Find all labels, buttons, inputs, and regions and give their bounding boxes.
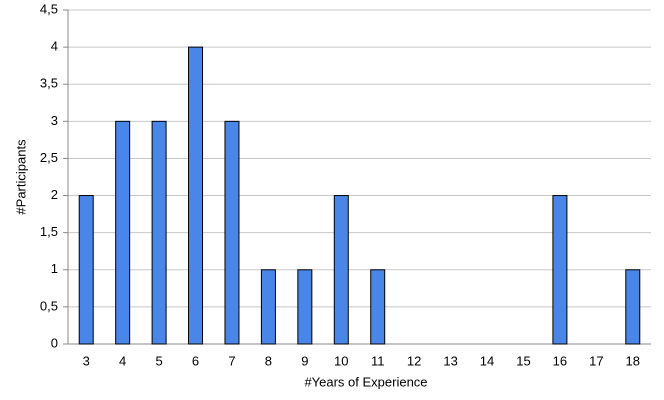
y-tick-label: 4,5 [40, 1, 58, 16]
y-axis-label: #Participants [13, 139, 28, 215]
x-tick-label: 15 [516, 353, 530, 368]
bar [297, 269, 313, 345]
x-tick-label: 13 [443, 353, 457, 368]
bar [260, 269, 276, 345]
x-tick-label: 14 [480, 353, 494, 368]
y-tick-label: 3,5 [40, 76, 58, 91]
bar [115, 120, 131, 345]
y-tick-label: 1,5 [40, 224, 58, 239]
bar [370, 269, 386, 345]
x-tick-label: 7 [228, 353, 235, 368]
x-tick-label: 9 [301, 353, 308, 368]
x-tick-label: 3 [83, 353, 90, 368]
bar [224, 120, 240, 345]
x-tick-label: 4 [119, 353, 126, 368]
x-tick-label: 17 [589, 353, 603, 368]
bar [625, 269, 641, 345]
x-axis-label: #Years of Experience [304, 374, 427, 389]
x-tick-label: 10 [334, 353, 348, 368]
y-tick-label: 4 [51, 39, 58, 54]
y-tick-label: 3 [51, 113, 58, 128]
x-tick-label: 18 [626, 353, 640, 368]
x-tick-label: 12 [407, 353, 421, 368]
y-tick-label: 0,5 [40, 298, 58, 313]
x-tick-label: 16 [553, 353, 567, 368]
x-tick-label: 11 [371, 353, 385, 368]
bar [188, 46, 204, 345]
y-tick-label: 1 [51, 261, 58, 276]
x-tick-label: 8 [265, 353, 272, 368]
x-tick-label: 5 [155, 353, 162, 368]
bar [78, 195, 94, 345]
bar [333, 195, 349, 345]
x-tick-label: 6 [192, 353, 199, 368]
bar [552, 195, 568, 345]
y-tick-label: 2,5 [40, 150, 58, 165]
bar [151, 120, 167, 345]
y-tick-label: 2 [51, 187, 58, 202]
y-tick-label: 0 [51, 335, 58, 350]
